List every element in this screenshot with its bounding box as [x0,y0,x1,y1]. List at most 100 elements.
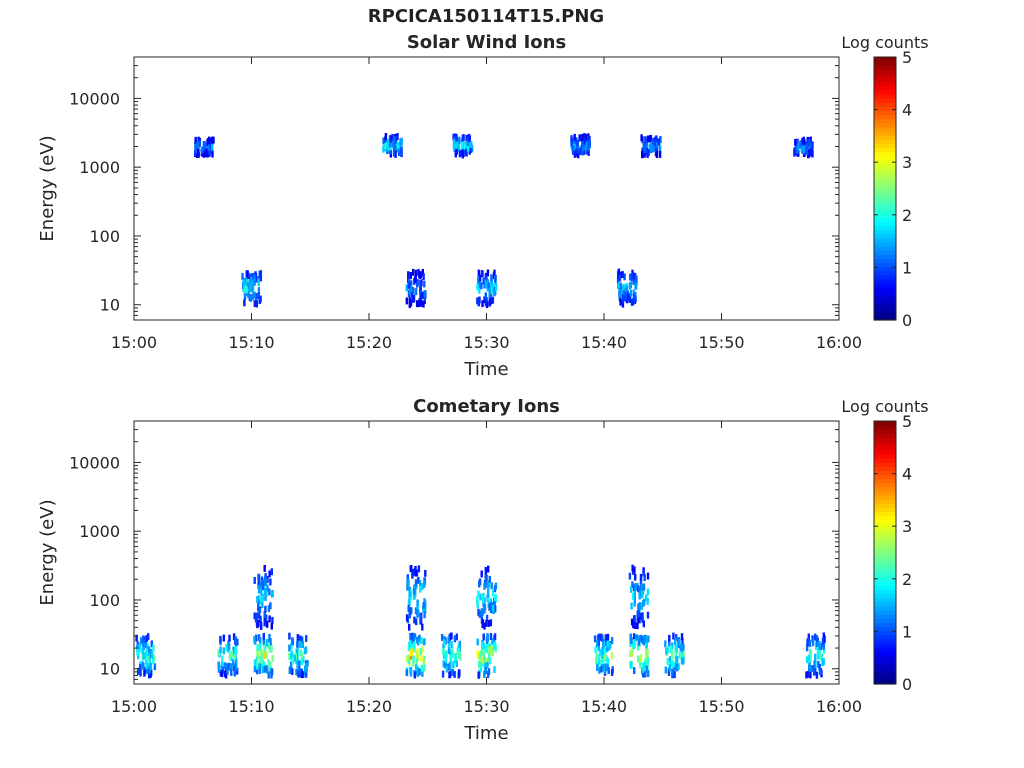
heatmap-cell [480,270,483,278]
heatmap-cell [606,644,609,652]
heatmap-cell [617,271,620,279]
heatmap-cell [480,608,484,616]
colorbar-segment [874,573,896,578]
heatmap-cell [619,298,622,306]
heatmap-cell [487,580,491,588]
heatmap-cell [218,664,221,672]
heatmap-cell [597,638,600,646]
heatmap-cell [382,145,385,153]
heatmap-cell [267,671,270,679]
x-tick-label: 15:40 [581,333,627,352]
heatmap-cell [243,290,247,298]
heatmap-cell [265,651,268,659]
heatmap-cell [423,664,426,672]
colorbar-segment [874,143,896,149]
colorbar-segment [874,663,896,669]
heatmap-cell [227,644,230,652]
heatmap-cell [628,282,631,290]
heatmap-cell [409,593,413,601]
heatmap-cell [230,669,233,676]
heatmap-cell [490,279,493,286]
heatmap-cell [441,670,445,678]
heatmap-cell [478,286,481,294]
colorbar-frame [873,420,897,685]
heatmap-cell [221,655,224,663]
heatmap-cell [632,584,636,592]
y-tick-label: 100 [89,591,120,610]
heatmap-cell [814,653,817,661]
heatmap-cell [795,139,798,147]
heatmap-cell [808,145,811,153]
heatmap-cell [487,591,490,598]
heatmap-cell [264,605,267,613]
heatmap-cell [296,640,299,648]
heatmap-cell [222,647,225,655]
heatmap-cell [146,666,149,674]
colorbar-segment [874,315,896,321]
heatmap-cell [601,635,604,642]
heatmap-cell [477,608,480,616]
heatmap-cell [483,671,486,678]
heatmap-cell [393,143,396,151]
heatmap-cell [795,144,798,152]
heatmap-cell [382,137,385,145]
heatmap-cell [814,633,817,641]
colorbar-segment [874,679,896,685]
heatmap-cell [488,288,491,296]
heatmap-cell [243,299,246,307]
heatmap-cell [414,569,417,577]
colorbar-segment [874,307,896,313]
heatmap-cell [644,670,647,678]
heatmap-cell [259,615,262,623]
heatmap-cell [293,654,297,662]
heatmap-cell [459,654,462,661]
heatmap-cell [595,655,599,663]
colorbar-segment [874,536,896,541]
colorbar-label: Log counts [841,33,928,52]
heatmap-cell [631,581,634,589]
heatmap-cell [257,287,261,294]
heatmap-cell [477,671,481,679]
x-tick-label: 15:20 [346,697,392,716]
heatmap-cell [637,610,640,617]
heatmap-cell [413,633,417,641]
heatmap-cell [408,301,411,309]
heatmap-cell [270,568,273,576]
heatmap-cell [416,599,419,607]
heatmap-cell [618,274,622,282]
heatmap-cell [680,657,684,664]
heatmap-cell [443,640,446,648]
heatmap-cell [608,642,611,650]
heatmap-cell [643,150,646,158]
colorbar-segment [874,176,896,181]
heatmap-cell [484,567,487,574]
heatmap-cell [491,589,495,597]
heatmap-cell [487,652,491,660]
heatmap-cell [136,649,139,656]
colorbar-tick-label: 4 [902,101,912,120]
heatmap-cell [668,639,671,647]
heatmap-cell [494,582,498,590]
colorbar-segment [874,110,896,116]
heatmap-cell [632,633,636,641]
heatmap-cell [232,664,236,672]
heatmap-cell [483,654,486,662]
heatmap-cell [644,636,648,644]
heatmap-cell [151,651,154,659]
colorbar-segment [874,605,896,611]
heatmap-cell [269,578,272,586]
colorbar-segment [874,671,896,677]
heatmap-cell [420,299,423,307]
colorbar-segment [874,130,896,136]
heatmap-cell [674,638,677,646]
heatmap-cell [642,569,645,577]
heatmap-cell [818,663,821,671]
colorbar-segment [874,647,896,652]
colorbar-segment [874,229,896,235]
heatmap-cell [633,619,636,627]
heatmap-cell [232,659,235,666]
heatmap-cell [457,652,461,659]
heatmap-cell [484,272,488,280]
heatmap-cell [139,669,142,677]
x-tick-label: 15:40 [581,697,627,716]
